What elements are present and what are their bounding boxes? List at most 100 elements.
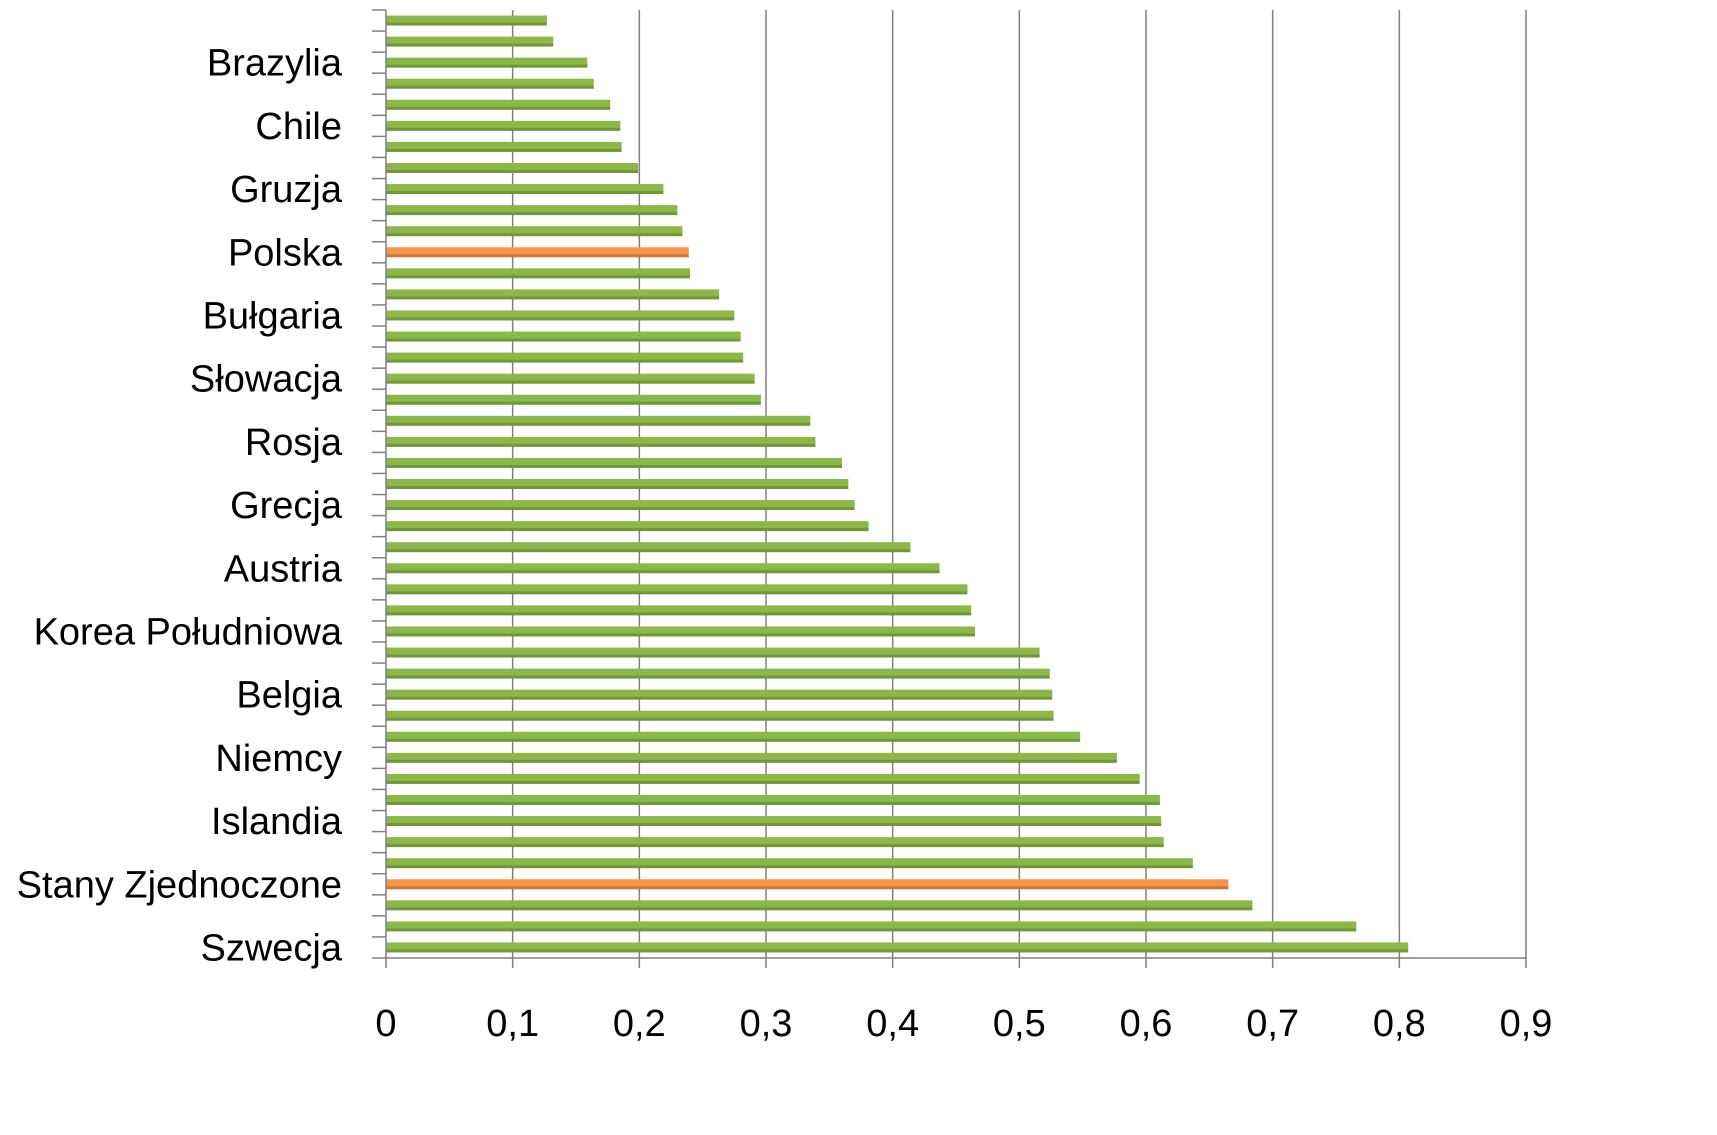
bar [386,15,547,26]
bar [386,268,690,279]
bar-shadow [386,528,869,532]
bar [386,816,1162,827]
category-label: Chile [255,106,342,148]
bar [386,521,869,532]
bar [386,542,911,553]
category-label: Bułgaria [203,295,343,337]
bar [386,752,1117,763]
bar-shadow [386,127,621,131]
bar-shadow [386,317,735,321]
bar [386,605,972,616]
bar-shadow [386,380,755,384]
category-label: Brazylia [207,43,343,85]
bar [386,647,1040,658]
bar-shadow [386,106,611,110]
category-label: Polska [228,232,343,274]
bar [386,226,683,237]
bar [386,500,855,511]
x-tick-label: 0,1 [486,1003,539,1045]
bar [386,141,622,152]
bar [386,584,968,595]
bar [386,331,741,342]
bar-shadow [386,780,1140,784]
bar-shadow [386,233,683,237]
bar-shadow [386,928,1357,932]
category-label: Gruzja [230,169,343,211]
bar [386,563,940,574]
bars [386,15,1409,953]
axes [372,9,1527,968]
grid-lines [511,10,1527,958]
x-tick-label: 0,7 [1246,1003,1299,1045]
category-label: Grecja [230,485,343,527]
category-label: Belgia [236,675,342,717]
bar [386,773,1140,784]
bar-shadow [386,275,690,279]
bar [386,795,1160,805]
x-tick-label: 0,3 [740,1003,793,1045]
bar [386,942,1409,953]
category-label: Korea Południowa [34,611,343,653]
bar-shadow [386,802,1160,805]
x-tick-label: 0,2 [613,1003,666,1045]
bar-shadow [386,823,1162,827]
category-label: Szwecja [201,927,343,969]
bar-shadow [386,212,678,216]
bar [386,394,761,405]
bar-shadow [386,22,547,26]
bar-shadow [386,191,664,195]
x-tick-label: 0,5 [993,1003,1046,1045]
bar [386,689,1053,700]
bar [386,163,639,173]
bar-highlighted [386,879,1229,890]
bar-shadow [386,654,1040,658]
bar [386,457,842,468]
bar-shadow [386,865,1193,869]
x-tick-label: 0,8 [1373,1003,1426,1045]
bar-shadow [386,507,855,511]
bar [386,710,1054,721]
bar-shadow [386,759,1117,763]
category-label: Islandia [211,801,343,843]
bar [386,184,664,195]
bar-shadow [386,612,972,616]
bar-shadow [386,443,816,447]
bar [386,921,1357,932]
bar-shadow [386,148,622,152]
bar [386,205,678,216]
bar-shadow [386,464,842,468]
bar-shadow [386,254,689,258]
bar-shadow [386,633,975,637]
bar [386,78,594,89]
category-label: Stany Zjednoczone [17,864,342,906]
bar-shadow [386,549,911,553]
bar-shadow [386,170,639,173]
bar-shadow [386,359,744,363]
bar [386,668,1050,679]
bar [386,837,1164,848]
bar [386,415,811,426]
bar [386,57,588,68]
bar [386,373,755,384]
bar-shadow [386,949,1409,953]
category-label: Austria [224,548,343,590]
bar [386,120,621,131]
bar-shadow [386,844,1164,848]
bar [386,289,720,300]
bar-shadow [386,43,554,47]
x-tick-label: 0 [375,1003,396,1045]
bar-shadow [386,738,1081,742]
bar [386,900,1253,911]
bar [386,310,735,321]
bar-shadow [386,486,849,489]
bar [386,99,611,110]
bar [386,436,816,447]
bar-shadow [386,85,594,89]
bar-shadow [386,886,1229,890]
bar [386,858,1193,869]
bar [386,36,554,47]
bar [386,731,1081,742]
category-label: Rosja [245,422,343,464]
bar-shadow [386,907,1253,911]
